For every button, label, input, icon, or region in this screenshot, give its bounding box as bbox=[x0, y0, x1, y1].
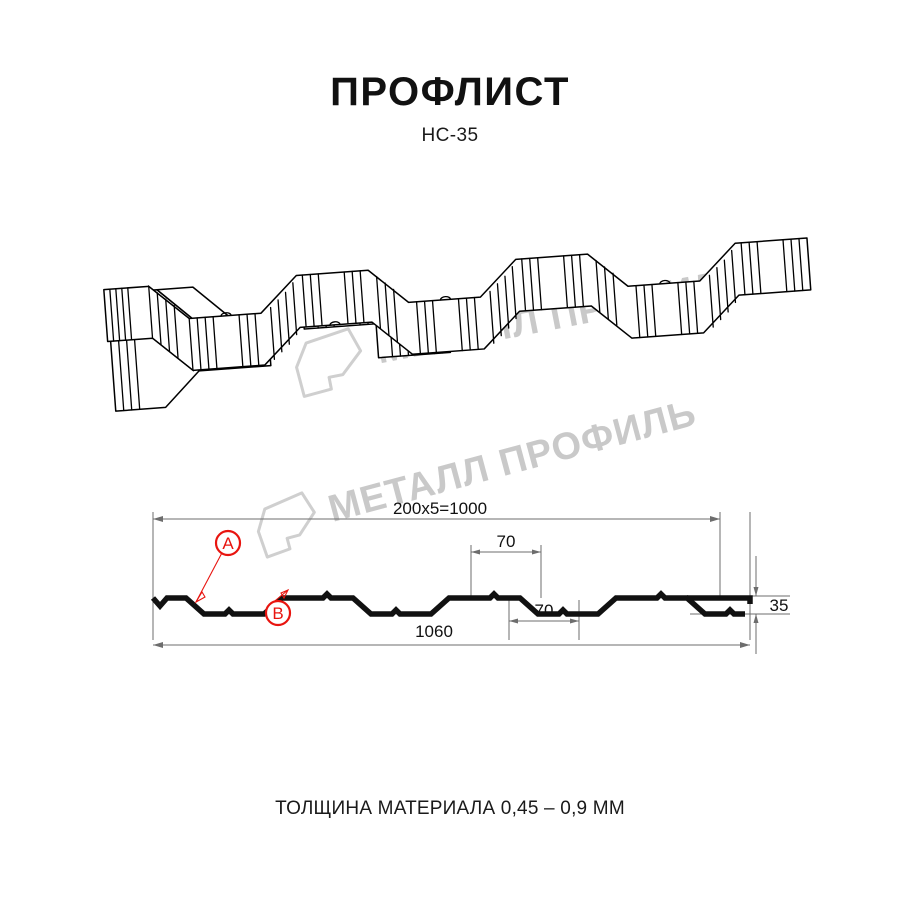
callout-b: B bbox=[264, 588, 292, 627]
total-sheet-width-label: 1060 bbox=[415, 622, 453, 641]
total-sheet-width-dimension: 1060 bbox=[153, 622, 750, 648]
callout-b-label: B bbox=[272, 604, 283, 623]
overall-pitch-dimension: 200x5=1000 bbox=[153, 499, 720, 522]
product-model-subtitle: НС-35 bbox=[421, 125, 479, 146]
profile-height-dimension: 35 bbox=[753, 556, 789, 654]
profile-polyline bbox=[150, 590, 745, 617]
watermark-logo-icon bbox=[295, 327, 363, 398]
extension-lines bbox=[152, 512, 790, 640]
watermark-text-2: МЕТАЛЛ ПРОФИЛЬ bbox=[324, 392, 701, 531]
watermark-logo-icon-2 bbox=[256, 491, 316, 559]
profile-height-label: 35 bbox=[770, 596, 789, 615]
material-thickness-note: ТОЛЩИНА МАТЕРИАЛА 0,45 – 0,9 ММ bbox=[275, 798, 625, 819]
callout-a: A bbox=[194, 529, 242, 604]
crest-width-label: 70 bbox=[497, 532, 516, 551]
watermark-cross-section: МЕТАЛЛ ПРОФИЛЬ bbox=[256, 392, 701, 559]
crest-width-dimension: 70 bbox=[471, 532, 541, 555]
page-title: ПРОФЛИСТ bbox=[330, 70, 570, 114]
callout-a-label: A bbox=[222, 534, 234, 553]
cross-section-profile-view: 200x5=1000 70 70 35 bbox=[150, 499, 790, 654]
profile-polyline-right-end bbox=[687, 595, 753, 604]
isometric-sheet-view bbox=[103, 237, 812, 412]
overall-pitch-label: 200x5=1000 bbox=[393, 499, 487, 518]
title-block: ПРОФЛИСТ НС-35 bbox=[0, 72, 900, 147]
